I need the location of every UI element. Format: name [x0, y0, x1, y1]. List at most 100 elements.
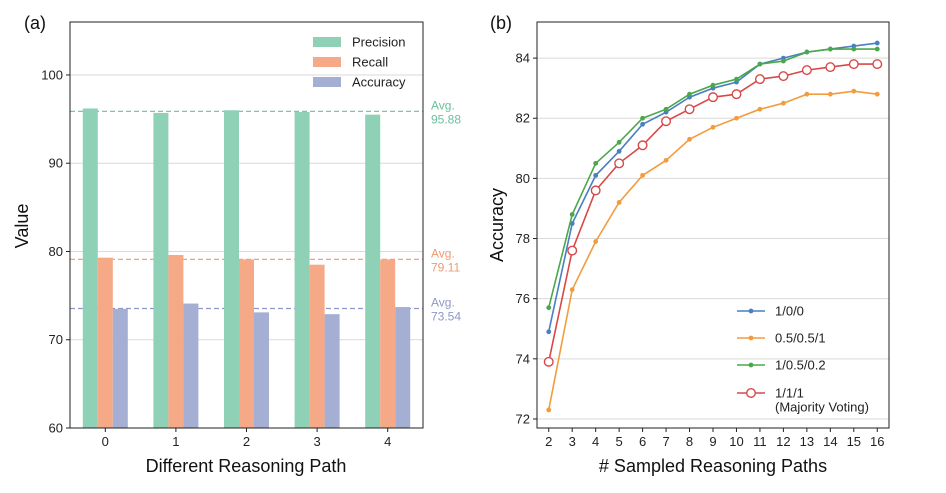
bar-precision-0 [82, 108, 98, 428]
data-point [781, 58, 786, 64]
data-point [734, 115, 739, 121]
data-point [848, 59, 859, 70]
line-chart-xlabel: # Sampled Reasoning Paths [599, 456, 827, 476]
x-tick-label: 13 [800, 434, 814, 449]
data-point [827, 46, 833, 52]
data-point [708, 92, 719, 103]
data-point [874, 46, 880, 52]
y-tick-label: 90 [49, 156, 63, 171]
x-tick-label: 6 [639, 434, 646, 449]
legend-swatch-recall [313, 57, 341, 67]
legend-label-precision: Precision [352, 35, 405, 50]
line-chart-gridlines [537, 57, 889, 420]
y-tick-label: 76 [516, 291, 530, 306]
data-point [546, 305, 552, 311]
y-tick-label: 60 [49, 421, 63, 436]
bar-accuracy-0 [112, 308, 128, 428]
bar-recall-3 [309, 264, 325, 428]
legend-label: 0.5/0.5/1 [775, 331, 826, 346]
average-value: 73.54 [431, 309, 461, 323]
x-tick-label: 4 [592, 434, 599, 449]
bar-accuracy-2 [254, 312, 269, 428]
average-value: 95.88 [431, 112, 461, 126]
legend-label-accuracy: Accuracy [352, 75, 406, 90]
data-point [663, 106, 669, 112]
bar-series [82, 108, 411, 429]
bar-recall-2 [239, 259, 254, 428]
bar-precision-1 [153, 112, 169, 429]
x-tick-label: 1 [172, 434, 179, 449]
data-point [616, 148, 622, 154]
data-point [781, 100, 786, 106]
y-tick-label: 74 [516, 351, 530, 366]
data-point [710, 82, 716, 88]
bar-recall-1 [168, 255, 184, 428]
data-point [569, 287, 575, 293]
data-point [825, 62, 836, 73]
panel-b-label: (b) [490, 13, 512, 33]
data-point [546, 329, 552, 335]
y-tick-label: 70 [49, 332, 63, 347]
data-point [851, 88, 857, 94]
data-point [661, 116, 672, 127]
legend-marker [748, 362, 754, 368]
x-tick-label: 16 [870, 434, 884, 449]
average-value: 79.11 [431, 260, 460, 274]
legend-marker [748, 335, 754, 341]
x-tick-label: 7 [662, 434, 669, 449]
line-chart-ylabel: Accuracy [487, 188, 507, 262]
series-line-1 [547, 90, 878, 411]
data-point [590, 185, 601, 196]
line-series [543, 40, 883, 413]
x-tick-label: 2 [243, 434, 250, 449]
x-tick-label: 15 [847, 434, 861, 449]
series-line-3 [547, 63, 878, 362]
data-point [546, 407, 552, 413]
data-point [593, 160, 599, 166]
y-tick-label: 72 [516, 411, 530, 426]
data-point [778, 71, 789, 82]
data-point [872, 59, 883, 70]
data-point [640, 172, 645, 178]
data-point [757, 106, 763, 112]
data-point [637, 140, 648, 151]
data-point [684, 104, 695, 115]
data-point [874, 40, 880, 46]
data-point [640, 115, 645, 121]
x-tick-label: 8 [686, 434, 693, 449]
data-point [567, 245, 578, 256]
data-point [593, 239, 599, 244]
legend-label-line2: (Majority Voting) [775, 400, 869, 415]
data-point [710, 124, 716, 130]
data-point [663, 157, 669, 163]
bar-chart-legend: Precision Recall Accuracy [313, 35, 406, 90]
data-point [569, 212, 575, 217]
y-tick-label: 100 [41, 67, 63, 82]
bar-precision-4 [365, 114, 381, 428]
legend-label: 1/1/1 [775, 386, 804, 401]
data-point [827, 91, 833, 97]
data-point [804, 49, 810, 55]
data-point [801, 65, 812, 76]
average-label: Avg. [431, 295, 455, 309]
x-tick-label: 12 [776, 434, 790, 449]
bar-precision-2 [224, 110, 239, 429]
data-point [593, 172, 599, 178]
bar-recall-0 [97, 257, 113, 428]
y-tick-label: 78 [516, 231, 530, 246]
x-tick-label: 3 [313, 434, 320, 449]
data-point [687, 136, 692, 142]
bar-chart-ylabel: Value [12, 204, 32, 249]
x-tick-label: 2 [545, 434, 552, 449]
bar-precision-3 [294, 112, 310, 428]
y-tick-label: 80 [49, 244, 63, 259]
bar-accuracy-1 [183, 303, 199, 428]
legend-swatch-accuracy [313, 77, 341, 87]
x-tick-label: 9 [709, 434, 716, 449]
data-point [804, 91, 810, 97]
average-label: Avg. [431, 246, 455, 260]
legend-marker [746, 388, 757, 399]
bar-recall-4 [380, 259, 396, 428]
